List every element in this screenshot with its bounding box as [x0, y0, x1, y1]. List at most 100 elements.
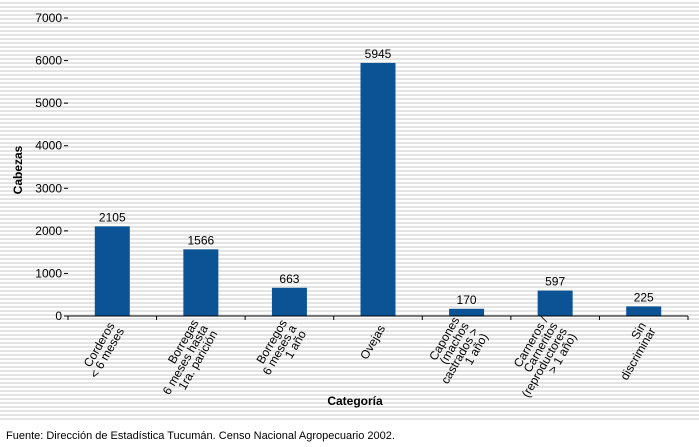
background-stripe: [0, 126, 699, 128]
background-stripe: [0, 290, 699, 292]
background-stripe: [0, 166, 699, 168]
background-stripe: [0, 378, 699, 380]
background-stripe: [0, 42, 699, 44]
background-stripe: [0, 118, 699, 120]
background-stripe: [0, 10, 699, 12]
background-stripe: [0, 418, 699, 420]
y-tick-label: 4000: [35, 139, 62, 153]
background-stripe: [0, 14, 699, 16]
background-stripe: [0, 150, 699, 152]
y-tick-label: 1000: [35, 266, 62, 280]
y-tick-label: 6000: [35, 54, 62, 68]
background-stripe: [0, 34, 699, 36]
background-stripe: [0, 98, 699, 100]
background-stripe: [0, 226, 699, 228]
background-stripe: [0, 38, 699, 40]
background-stripe: [0, 62, 699, 64]
background-stripe: [0, 26, 699, 28]
background-stripe: [0, 58, 699, 60]
background-stripe: [0, 218, 699, 220]
background-stripe: [0, 82, 699, 84]
background-stripe: [0, 274, 699, 276]
background-stripe: [0, 238, 699, 240]
background-stripe: [0, 162, 699, 164]
background-stripe: [0, 86, 699, 88]
background-stripe: [0, 74, 699, 76]
background-stripe: [0, 190, 699, 192]
data-label: 597: [545, 275, 565, 289]
background-stripe: [0, 342, 699, 344]
background-stripe: [0, 266, 699, 268]
background-stripe: [0, 306, 699, 308]
background-stripe: [0, 354, 699, 356]
background-stripe: [0, 278, 699, 280]
background-stripe: [0, 230, 699, 232]
background-stripe: [0, 210, 699, 212]
background-stripe: [0, 390, 699, 392]
data-label: 170: [457, 293, 477, 307]
background-stripe: [0, 202, 699, 204]
background-stripe: [0, 18, 699, 20]
background-stripe: [0, 66, 699, 68]
background-stripe: [0, 130, 699, 132]
background-stripe: [0, 46, 699, 48]
background-stripe: [0, 6, 699, 8]
x-axis-title: Categoría: [327, 394, 383, 408]
background-stripe: [0, 146, 699, 148]
background-stripe: [0, 154, 699, 156]
data-label: 225: [634, 290, 654, 304]
background-stripe: [0, 270, 699, 272]
data-label: 663: [279, 272, 299, 286]
background-stripe: [0, 206, 699, 208]
background-stripe: [0, 170, 699, 172]
background-stripe: [0, 310, 699, 312]
background-stripe: [0, 410, 699, 412]
source-note: Fuente: Dirección de Estadística Tucumán…: [6, 430, 395, 442]
background-stripe: [0, 254, 699, 256]
y-tick-label: 3000: [35, 181, 62, 195]
background-stripe: [0, 178, 699, 180]
background-stripe: [0, 22, 699, 24]
bar: [449, 308, 485, 316]
background-stripe: [0, 338, 699, 340]
background-stripe: [0, 110, 699, 112]
background-stripe: [0, 386, 699, 388]
background-stripe: [0, 242, 699, 244]
background-stripe: [0, 158, 699, 160]
background-stripe: [0, 250, 699, 252]
bar: [183, 249, 219, 316]
bar: [94, 226, 130, 316]
striped-background: [0, 0, 699, 420]
background-stripe: [0, 374, 699, 376]
background-stripe: [0, 362, 699, 364]
background-stripe: [0, 414, 699, 416]
background-stripe: [0, 394, 699, 396]
y-axis-ticks: 0 1000 2000 3000 4000 5000 6000 7000: [35, 11, 68, 323]
background-stripe: [0, 138, 699, 140]
background-stripe: [0, 102, 699, 104]
background-stripe: [0, 50, 699, 52]
background-stripe: [0, 382, 699, 384]
background-stripe: [0, 262, 699, 264]
background-stripe: [0, 142, 699, 144]
background-stripe: [0, 346, 699, 348]
background-stripe: [0, 286, 699, 288]
background-stripe: [0, 114, 699, 116]
background-stripe: [0, 214, 699, 216]
background-stripe: [0, 398, 699, 400]
background-stripe: [0, 174, 699, 176]
y-tick-label: 0: [55, 309, 62, 323]
bar: [360, 62, 396, 316]
background-stripe: [0, 298, 699, 300]
data-labels: 2105 1566 663 5945 170 597 225: [99, 47, 654, 307]
data-label: 1566: [188, 233, 215, 247]
bar: [626, 306, 662, 316]
y-tick-label: 5000: [35, 96, 62, 110]
background-stripe: [0, 134, 699, 136]
background-stripe: [0, 370, 699, 372]
background-stripe: [0, 106, 699, 108]
background-stripe: [0, 54, 699, 56]
background-stripe: [0, 70, 699, 72]
background-stripe: [0, 94, 699, 96]
